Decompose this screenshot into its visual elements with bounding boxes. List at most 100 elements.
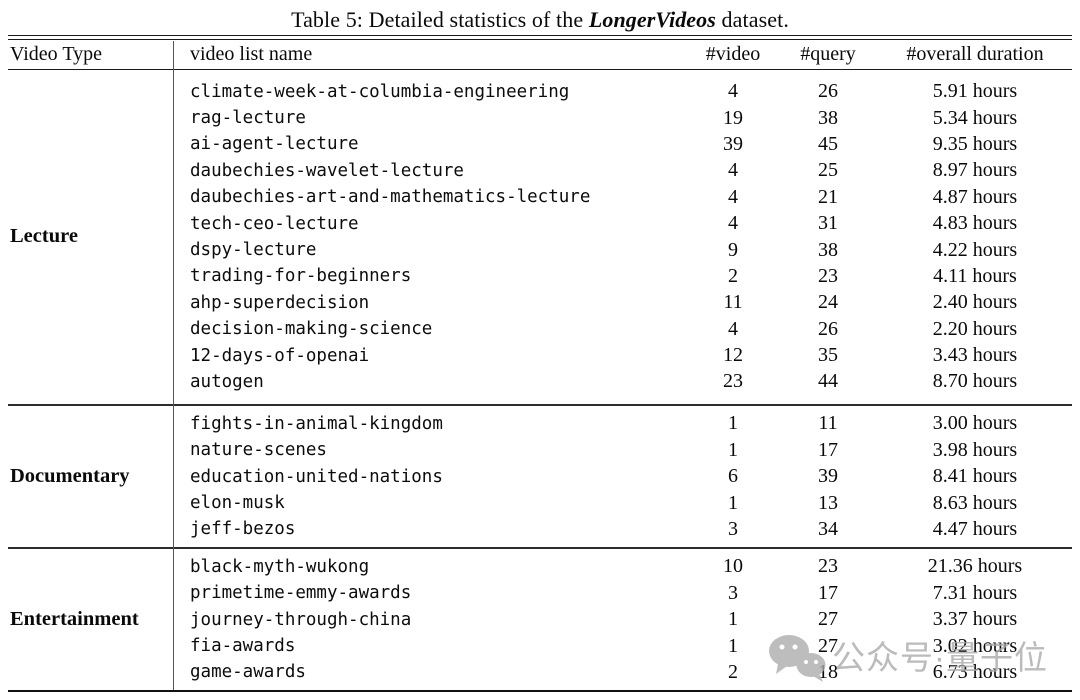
duration-cell: 6.73 hours [932, 660, 1018, 683]
table-row: dspy-lecture 9 38 4.22 hours [173, 237, 1072, 263]
duration-cell: 3.43 hours [932, 344, 1018, 367]
query-count-cell: 44 [818, 370, 838, 393]
duration-cell: 21.36 hours [927, 555, 1023, 578]
list-name-cell: climate-week-at-columbia-engineering [190, 81, 570, 102]
duration-cell: 8.41 hours [932, 465, 1018, 488]
video-count-cell: 2 [728, 264, 738, 287]
duration-cell: 4.87 hours [932, 185, 1018, 208]
list-name-cell: jeff-bezos [190, 519, 296, 540]
query-count-cell: 26 [818, 317, 838, 340]
duration-cell: 3.37 hours [932, 608, 1018, 631]
duration-cell: 5.34 hours [932, 106, 1018, 129]
table-row: climate-week-at-columbia-engineering 4 26 5… [173, 79, 1072, 105]
query-count-cell: 38 [818, 238, 838, 261]
table-row: jeff-bezos 3 34 4.47 hours [173, 516, 1072, 542]
video-count-cell: 1 [728, 438, 738, 461]
list-name-cell: decision-making-science [190, 319, 433, 340]
table-row: daubechies-wavelet-lecture 4 25 8.97 hours [173, 158, 1072, 184]
list-name-cell: fights-in-animal-kingdom [190, 413, 443, 434]
list-name-cell: trading-for-beginners [190, 266, 412, 287]
video-count-cell: 4 [728, 317, 738, 340]
list-name-cell: tech-ceo-lecture [190, 213, 359, 234]
list-name-cell: 12-days-of-openai [190, 345, 370, 366]
table-row: game-awards 2 18 6.73 hours [173, 659, 1072, 685]
video-count-cell: 9 [728, 238, 738, 261]
list-name-cell: education-united-nations [190, 466, 443, 487]
duration-cell: 3.98 hours [932, 438, 1018, 461]
list-name-cell: rag-lecture [190, 108, 306, 129]
header-video-count: #video [705, 42, 761, 65]
caption-prefix: Table 5: Detailed statistics of the [291, 7, 589, 32]
table-row: elon-musk 1 13 8.63 hours [173, 490, 1072, 516]
query-count-cell: 17 [818, 438, 838, 461]
video-count-cell: 6 [728, 465, 738, 488]
table-row: trading-for-beginners 2 23 4.11 hours [173, 263, 1072, 289]
table-row: tech-ceo-lecture 4 31 4.83 hours [173, 210, 1072, 236]
table-row: 12-days-of-openai 12 35 3.43 hours [173, 342, 1072, 368]
table-row: journey-through-china 1 27 3.37 hours [173, 606, 1072, 632]
table-row: black-myth-wukong 10 23 21.36 hours [173, 554, 1072, 580]
duration-cell: 3.02 hours [932, 634, 1018, 657]
video-count-cell: 2 [728, 660, 738, 683]
list-name-cell: autogen [190, 371, 264, 392]
query-count-cell: 24 [818, 291, 838, 314]
video-count-cell: 3 [728, 581, 738, 604]
header-rule [8, 68, 1072, 70]
duration-cell: 7.31 hours [932, 581, 1018, 604]
video-count-cell: 23 [723, 370, 743, 393]
video-count-cell: 11 [723, 291, 743, 314]
query-count-cell: 27 [818, 634, 838, 657]
stats-table: Video Type video list name #video #query… [8, 35, 1072, 693]
video-count-cell: 4 [728, 80, 738, 103]
table-row: rag-lecture 19 38 5.34 hours [173, 105, 1072, 131]
header-list-name: video list name [190, 42, 313, 65]
bottom-rule [8, 690, 1072, 693]
video-count-cell: 10 [723, 555, 743, 578]
section-rule [8, 404, 1072, 407]
table-row: fia-awards 1 27 3.02 hours [173, 633, 1072, 659]
video-count-cell: 4 [728, 159, 738, 182]
table-row: ahp-superdecision 11 24 2.40 hours [173, 290, 1072, 316]
duration-cell: 8.63 hours [932, 491, 1018, 514]
caption-suffix: dataset. [715, 7, 789, 32]
caption-dataset-name: LongerVideos [588, 7, 716, 32]
query-count-cell: 26 [818, 80, 838, 103]
list-name-cell: journey-through-china [190, 609, 412, 630]
duration-cell: 3.00 hours [932, 412, 1018, 435]
table-section: Documentary fights-in-animal-kingdom 1 11 3.… [8, 406, 1072, 547]
duration-cell: 2.40 hours [932, 291, 1018, 314]
query-count-cell: 17 [818, 581, 838, 604]
video-count-cell: 4 [728, 185, 738, 208]
duration-cell: 4.47 hours [932, 517, 1018, 540]
query-count-cell: 38 [818, 106, 838, 129]
video-count-cell: 1 [728, 634, 738, 657]
table-row: ai-agent-lecture 39 45 9.35 hours [173, 131, 1072, 157]
video-count-cell: 4 [728, 212, 738, 235]
table-row: fights-in-animal-kingdom 1 11 3.00 hours [173, 411, 1072, 437]
query-count-cell: 34 [818, 517, 838, 540]
video-count-cell: 12 [723, 344, 743, 367]
list-name-cell: ahp-superdecision [190, 292, 370, 313]
video-count-cell: 39 [723, 132, 743, 155]
video-count-cell: 1 [728, 491, 738, 514]
table-section: Lecture climate-week-at-columbia-engineer… [8, 70, 1072, 405]
table-row: daubechies-art-and-mathematics-lecture 4 2… [173, 184, 1072, 210]
header-duration: #overall duration [906, 42, 1044, 65]
query-count-cell: 39 [818, 465, 838, 488]
query-count-cell: 23 [818, 555, 838, 578]
query-count-cell: 23 [818, 264, 838, 287]
query-count-cell: 45 [818, 132, 838, 155]
section-rule [8, 547, 1072, 550]
table-caption: Table 5: Detailed statistics of the Long… [0, 0, 1080, 35]
header-video-type: Video Type [10, 42, 103, 65]
query-count-cell: 13 [818, 491, 838, 514]
table-header-row: Video Type video list name #video #query… [8, 40, 1072, 69]
table-section: Entertainment black-myth-wukong 10 23 21.36 … [8, 549, 1072, 690]
list-name-cell: fia-awards [190, 636, 296, 656]
video-count-cell: 1 [728, 412, 738, 435]
query-count-cell: 25 [818, 159, 838, 182]
column-divider [173, 41, 175, 691]
query-count-cell: 27 [818, 608, 838, 631]
list-name-cell: dspy-lecture [190, 240, 317, 261]
video-type-label: Lecture [10, 225, 78, 248]
